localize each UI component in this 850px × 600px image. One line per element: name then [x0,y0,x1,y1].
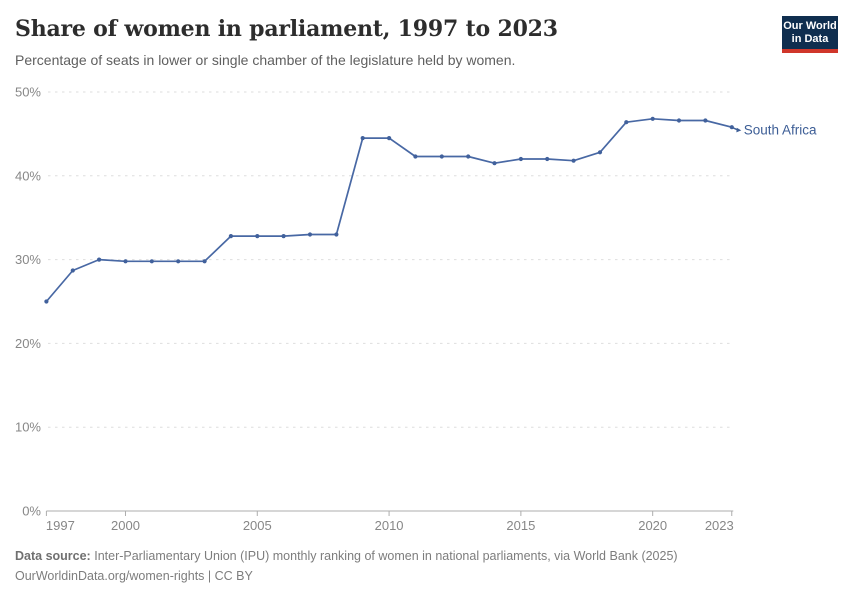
y-tick-label-0: 0% [22,504,41,519]
x-tick-label-2020: 2020 [638,518,667,533]
data-point-2000[interactable] [123,259,128,264]
x-tick-label-2005: 2005 [243,518,272,533]
data-source-text: Inter-Parliamentary Union (IPU) monthly … [94,549,678,563]
data-point-2011[interactable] [413,154,418,159]
data-point-1997[interactable] [44,299,49,304]
x-tick-label-1997: 1997 [46,518,75,533]
x-tick-label-2015: 2015 [506,518,535,533]
y-tick-label-20: 20% [15,336,41,351]
chart-footer: Data source: Inter-Parliamentary Union (… [15,546,840,586]
data-point-2008[interactable] [334,232,339,237]
license-label: CC BY [214,569,253,583]
data-point-2014[interactable] [492,161,497,166]
y-tick-label-10: 10% [15,420,41,435]
data-point-2020[interactable] [650,116,655,121]
data-point-2017[interactable] [571,158,576,163]
data-point-2021[interactable] [676,118,682,123]
footer-divider: | [204,569,215,583]
data-source-label: Data source: [15,549,91,563]
data-point-2004[interactable] [228,234,233,239]
data-point-2010[interactable] [387,136,392,141]
chart-title: Share of women in parliament, 1997 to 20… [15,16,558,42]
data-point-2018[interactable] [597,150,603,155]
owid-logo-line2: in Data [791,33,829,45]
license-line: OurWorldinData.org/women-rights | CC BY [15,566,840,586]
entity-label[interactable]: South Africa [744,123,817,138]
data-point-1998[interactable] [70,268,75,273]
x-tick-label-2010: 2010 [375,518,404,533]
y-tick-label-50: 50% [15,85,41,100]
data-point-2002[interactable] [176,259,181,264]
data-point-2019[interactable] [624,120,629,125]
data-point-2005[interactable] [255,234,260,239]
entity-label-arrowhead [736,127,742,133]
x-tick-label-2000: 2000 [111,518,140,533]
x-tick-label-2023: 2023 [705,518,734,533]
owid-logo-line1: Our World [783,20,837,32]
data-point-2016[interactable] [545,156,550,162]
data-point-2012[interactable] [439,154,444,159]
data-point-2009[interactable] [360,136,365,141]
series-line-south-africa[interactable] [45,117,733,303]
data-point-2015[interactable] [518,156,524,162]
data-point-2022[interactable] [703,118,708,123]
owid-url-link[interactable]: OurWorldinData.org/women-rights [15,569,205,583]
data-point-2013[interactable] [466,154,471,159]
chart-subtitle: Percentage of seats in lower or single c… [15,52,516,68]
data-point-2001[interactable] [149,259,154,264]
data-source-line: Data source: Inter-Parliamentary Union (… [15,546,840,566]
data-point-1999[interactable] [97,257,102,262]
data-point-2007[interactable] [307,232,313,237]
data-point-2003[interactable] [202,259,207,264]
data-point-2006[interactable] [281,234,286,239]
y-tick-label-40: 40% [15,168,41,183]
y-tick-label-30: 30% [15,252,41,267]
owid-logo[interactable]: Our World in Data [782,16,838,53]
